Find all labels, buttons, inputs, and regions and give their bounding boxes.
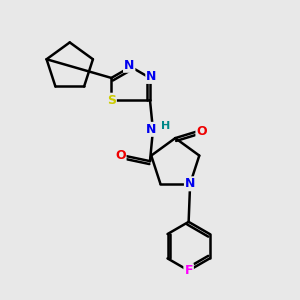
Text: F: F xyxy=(184,264,193,277)
Text: H: H xyxy=(161,122,170,131)
Text: O: O xyxy=(115,149,126,162)
Text: N: N xyxy=(185,177,195,190)
Text: S: S xyxy=(107,94,116,107)
Text: O: O xyxy=(196,125,207,138)
Text: N: N xyxy=(146,123,157,136)
Text: N: N xyxy=(124,59,134,72)
Text: N: N xyxy=(146,70,157,83)
